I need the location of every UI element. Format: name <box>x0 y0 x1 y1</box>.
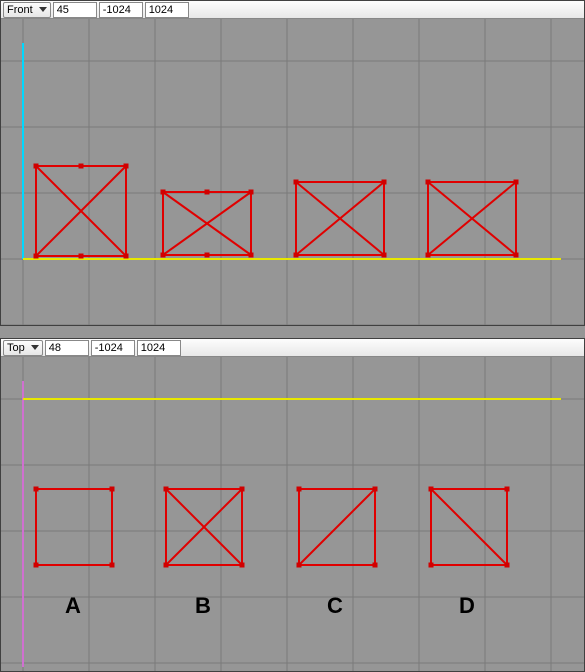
top-num1[interactable]: 48 <box>45 340 89 356</box>
front-toolbar: Front 45 -1024 1024 <box>1 1 584 19</box>
top-view-select[interactable]: Top <box>3 340 43 356</box>
shape-label: A <box>65 593 81 619</box>
shape-label: D <box>459 593 475 619</box>
top-viewport: Top 48 -1024 1024 A B C D <box>0 338 585 672</box>
front-num1[interactable]: 45 <box>53 2 97 18</box>
top-canvas[interactable]: A B C D <box>1 357 584 671</box>
front-num2[interactable]: -1024 <box>99 2 143 18</box>
top-num3[interactable]: 1024 <box>137 340 181 356</box>
front-view-select-label: Front <box>7 4 33 16</box>
top-toolbar: Top 48 -1024 1024 <box>1 339 584 357</box>
front-canvas[interactable] <box>1 19 584 325</box>
front-view-select[interactable]: Front <box>3 2 51 18</box>
shape-label: B <box>195 593 211 619</box>
top-num2[interactable]: -1024 <box>91 340 135 356</box>
top-view-select-label: Top <box>7 342 25 354</box>
front-viewport: Front 45 -1024 1024 <box>0 0 585 326</box>
shape-label: C <box>327 593 343 619</box>
front-num3[interactable]: 1024 <box>145 2 189 18</box>
